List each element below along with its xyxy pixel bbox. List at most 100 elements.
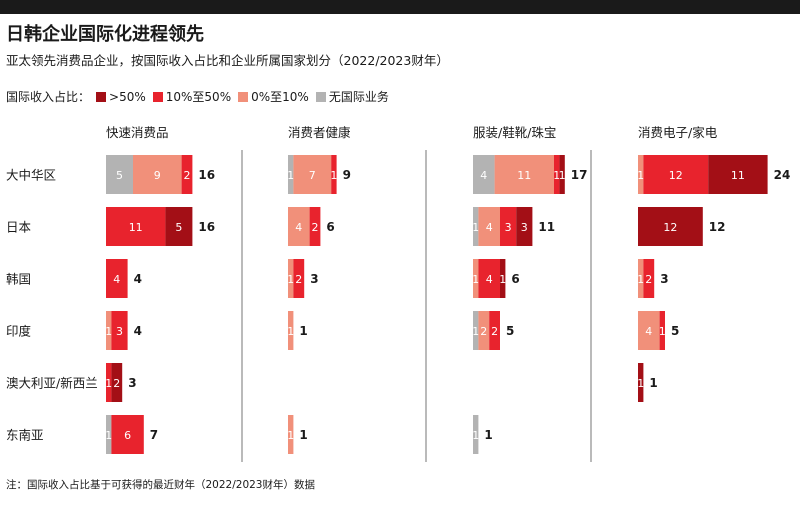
legend-swatch bbox=[96, 91, 107, 102]
segment-label: 9 bbox=[154, 169, 161, 182]
segment-label: 4 bbox=[113, 273, 120, 286]
segment-label: 4 bbox=[486, 273, 493, 286]
segment-label: 2 bbox=[113, 377, 120, 390]
bar-segment bbox=[293, 259, 305, 298]
legend-label: 10%至50% bbox=[165, 90, 232, 104]
segment-label: 5 bbox=[175, 221, 182, 234]
segment-label: 4 bbox=[295, 221, 302, 234]
bar-segment bbox=[288, 311, 294, 350]
segment-label: 1 bbox=[287, 325, 294, 338]
bar-segment bbox=[638, 363, 644, 402]
segment-label: 2 bbox=[491, 325, 498, 338]
bar-segment bbox=[494, 155, 554, 194]
bar-segment bbox=[111, 311, 128, 350]
row-label: 韩国 bbox=[6, 272, 31, 287]
segment-label: 1 bbox=[472, 325, 479, 338]
total-label: 9 bbox=[343, 168, 351, 182]
segment-label: 1 bbox=[287, 429, 294, 442]
total-label: 5 bbox=[671, 324, 679, 338]
bar-segment bbox=[288, 207, 310, 246]
total-label: 1 bbox=[649, 376, 657, 390]
bar-segment bbox=[473, 415, 479, 454]
row-label: 印度 bbox=[6, 324, 32, 339]
bar-segment bbox=[638, 311, 660, 350]
total-label: 3 bbox=[128, 376, 136, 390]
bar-segment bbox=[288, 259, 294, 298]
segment-label: 1 bbox=[287, 169, 294, 182]
bar-segment bbox=[500, 207, 517, 246]
total-label: 1 bbox=[299, 428, 307, 442]
total-label: 1 bbox=[299, 324, 307, 338]
total-label: 12 bbox=[709, 220, 726, 234]
bar-segment bbox=[638, 207, 703, 246]
segment-label: 4 bbox=[486, 221, 493, 234]
legend-title: 国际收入占比： bbox=[6, 90, 91, 104]
segment-label: 12 bbox=[669, 169, 683, 182]
row-label: 日本 bbox=[6, 220, 32, 235]
bar-segment bbox=[106, 415, 112, 454]
bar-segment bbox=[106, 311, 112, 350]
segment-label: 5 bbox=[116, 169, 123, 182]
bar-segment bbox=[643, 155, 709, 194]
total-label: 6 bbox=[326, 220, 334, 234]
legend-item-over50: >50% bbox=[96, 90, 146, 104]
bar-segment bbox=[489, 311, 500, 350]
bar-segment bbox=[638, 155, 644, 194]
bar-segment bbox=[111, 363, 123, 402]
bar-segment bbox=[473, 311, 479, 350]
total-label: 17 bbox=[571, 168, 588, 182]
bar-segment bbox=[708, 155, 768, 194]
segment-label: 1 bbox=[553, 169, 560, 182]
bar-segment bbox=[133, 155, 182, 194]
bar-segment bbox=[554, 155, 560, 194]
total-label: 24 bbox=[774, 168, 791, 182]
segment-label: 1 bbox=[472, 273, 479, 286]
segment-label: 1 bbox=[559, 169, 566, 182]
segment-label: 1 bbox=[105, 325, 112, 338]
bar-segment bbox=[478, 311, 490, 350]
total-label: 3 bbox=[310, 272, 318, 286]
panel-title: 快速消费品 bbox=[106, 125, 169, 140]
bar-segment bbox=[659, 311, 665, 350]
legend-item-10to50: 10%至50% bbox=[152, 88, 232, 105]
row-label: 东南亚 bbox=[6, 428, 44, 443]
bar-segment bbox=[638, 259, 644, 298]
bar-segment bbox=[500, 259, 506, 298]
row-label: 澳大利亚/新西兰 bbox=[6, 376, 98, 391]
segment-label: 1 bbox=[472, 429, 479, 442]
segment-label: 7 bbox=[309, 169, 316, 182]
segment-label: 11 bbox=[129, 221, 143, 234]
segment-label: 1 bbox=[637, 377, 644, 390]
bar-segment bbox=[106, 207, 166, 246]
segment-label: 1 bbox=[105, 429, 112, 442]
panel-title: 消费者健康 bbox=[288, 125, 351, 140]
segment-label: 1 bbox=[472, 221, 479, 234]
bar-segment bbox=[181, 155, 193, 194]
bar-segment bbox=[516, 207, 533, 246]
total-label: 16 bbox=[198, 220, 215, 234]
segment-label: 1 bbox=[637, 273, 644, 286]
bar-segment bbox=[473, 155, 495, 194]
bar-segment bbox=[643, 259, 655, 298]
segment-label: 1 bbox=[499, 273, 506, 286]
bar-segment bbox=[309, 207, 321, 246]
bar-segment bbox=[293, 155, 332, 194]
segment-label: 2 bbox=[645, 273, 652, 286]
legend: 国际收入占比： >50% 10%至50% 0%至10% 无国际业务 bbox=[6, 88, 396, 105]
chart-title: 日韩企业国际化进程领先 bbox=[6, 24, 204, 45]
total-label: 3 bbox=[660, 272, 668, 286]
segment-label: 1 bbox=[105, 377, 112, 390]
total-label: 7 bbox=[150, 428, 158, 442]
segment-label: 3 bbox=[521, 221, 528, 234]
bar-segment bbox=[559, 155, 565, 194]
bar-segment bbox=[106, 363, 112, 402]
legend-item-0to10: 0%至10% bbox=[238, 88, 309, 105]
bar-segment bbox=[478, 259, 500, 298]
segment-label: 2 bbox=[480, 325, 487, 338]
legend-label: 0%至10% bbox=[251, 90, 309, 104]
total-label: 6 bbox=[511, 272, 519, 286]
row-label: 大中华区 bbox=[6, 168, 56, 183]
total-label: 11 bbox=[538, 220, 555, 234]
bar-segment bbox=[165, 207, 193, 246]
